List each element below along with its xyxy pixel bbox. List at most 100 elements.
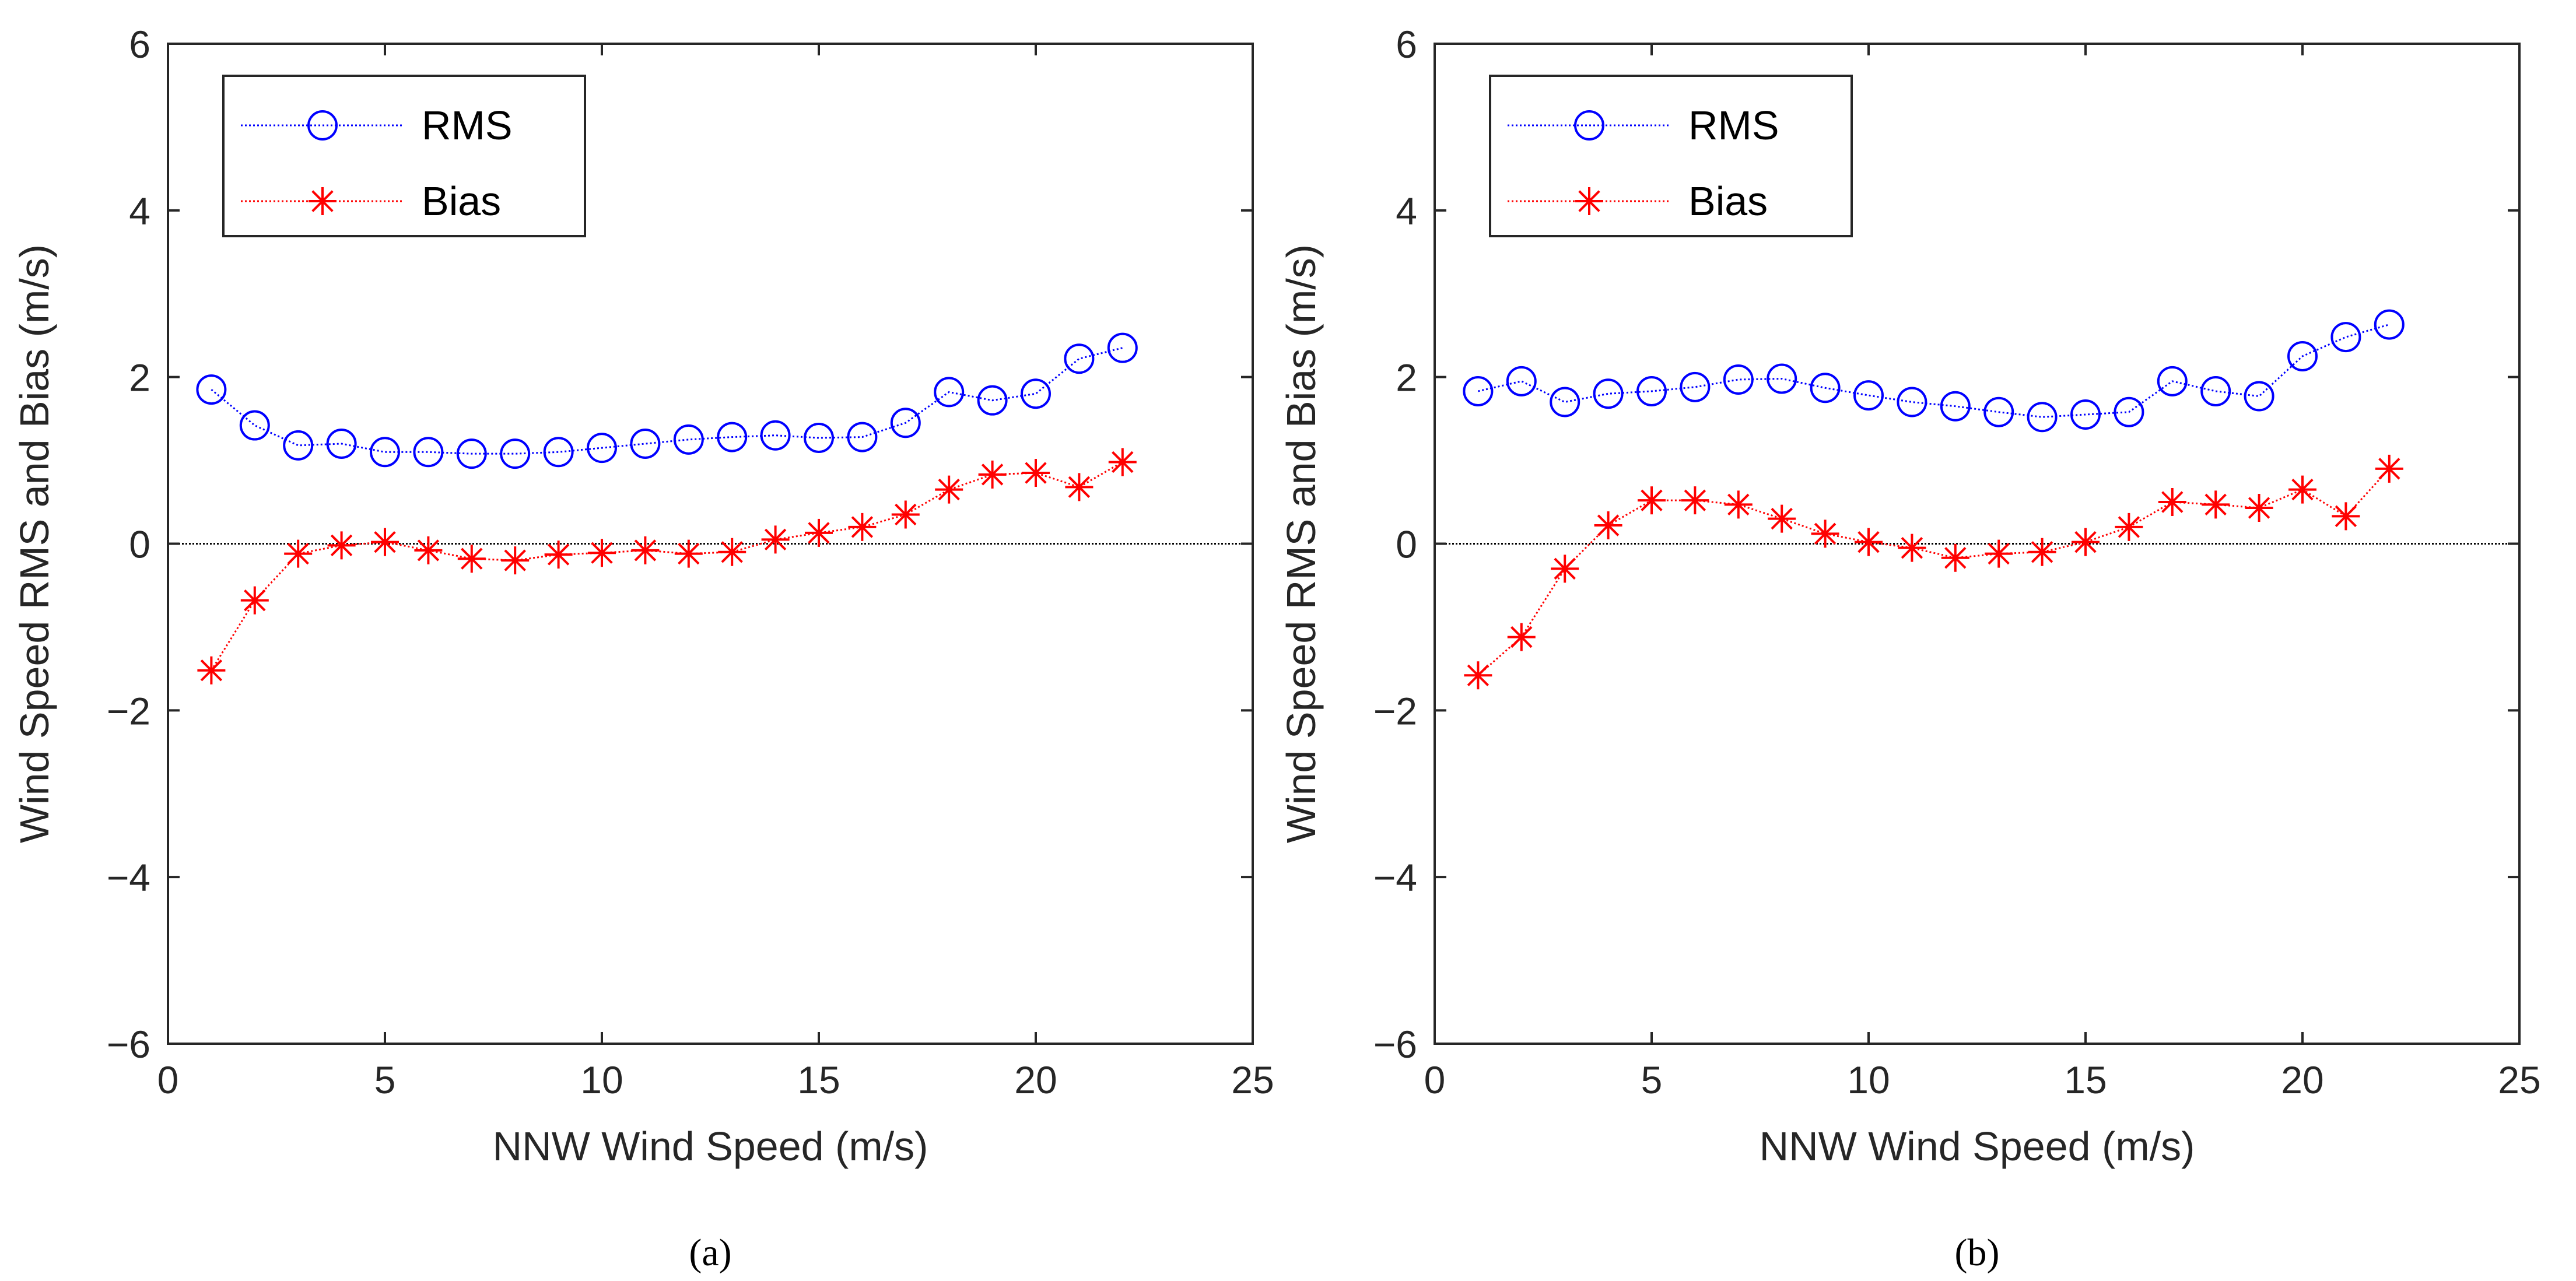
x-tick-label: 15	[2064, 1058, 2107, 1101]
rms-data-point	[673, 424, 704, 455]
rms-data-point	[2374, 309, 2405, 340]
rms-data-point	[239, 410, 270, 441]
bias-data-point	[2072, 528, 2100, 556]
rms-data-point	[2244, 381, 2274, 412]
bias-data-point	[1811, 520, 1839, 548]
bias-data-point	[1507, 623, 1536, 651]
rms-data-point	[1593, 378, 1624, 409]
plot-layer-b	[1463, 309, 2405, 690]
rms-data-point	[587, 433, 617, 464]
y-tick-label: −2	[1373, 689, 1417, 732]
y-tick-label: 0	[1396, 523, 1417, 566]
x-tick-label: 20	[2281, 1058, 2323, 1101]
legend-marker-bias	[309, 187, 337, 215]
rms-data-point	[2200, 375, 2231, 406]
rms-data-point	[934, 377, 965, 408]
rms-data-point	[1680, 371, 1711, 402]
y-tick-label: 2	[129, 356, 150, 399]
rms-data-point	[1064, 343, 1095, 374]
bias-data-point	[805, 518, 833, 547]
plot-layer-a	[196, 332, 1138, 685]
y-axis-label-b: Wind Speed RMS and Bias (m/s)	[1278, 244, 1324, 843]
legend-label-rms: RMS	[1688, 103, 1779, 148]
y-tick-label: 6	[129, 23, 150, 66]
rms-data-point	[1463, 375, 1494, 406]
y-tick-label: 4	[129, 189, 150, 233]
rms-data-point	[804, 422, 834, 453]
bias-data-point	[457, 545, 486, 573]
bias-data-point	[1065, 473, 1094, 501]
rms-data-point	[500, 438, 531, 469]
rms-data-point	[1810, 373, 1841, 403]
rms-data-point	[1853, 380, 1884, 411]
bias-data-point	[2158, 488, 2186, 517]
rms-data-point	[847, 422, 878, 452]
bias-data-point	[718, 538, 746, 566]
bias-data-point	[544, 541, 573, 569]
y-tick-label: −6	[1373, 1023, 1417, 1066]
bias-data-point	[1022, 459, 1050, 487]
rms-data-point	[1723, 364, 1754, 395]
rms-data-point	[196, 374, 227, 405]
rms-data-point	[1767, 363, 1797, 394]
bias-data-point	[1855, 528, 1883, 556]
bias-data-point	[848, 513, 877, 541]
bias-data-point	[2028, 538, 2056, 566]
x-tick-label: 10	[1847, 1058, 1890, 1101]
x-axis-label-b: NNW Wind Speed (m/s)	[1760, 1124, 2195, 1169]
bias-data-point	[1638, 486, 1666, 515]
chart-panel-b: 0 5 10 15 20 25 −6 −4 −2 0 2 4 6 RMS Bias NNW Wind Sp…	[1278, 23, 2541, 1274]
bias-data-point	[2288, 475, 2316, 504]
legend-marker-rms	[307, 110, 338, 141]
x-tick-label: 20	[1014, 1058, 1057, 1101]
rms-data-point	[977, 385, 1008, 416]
rms-series-line-b	[1478, 324, 2390, 418]
y-tick-label: −4	[1373, 856, 1417, 899]
rms-data-point	[456, 438, 487, 469]
bias-data-point	[240, 586, 269, 615]
bias-data-point	[1941, 543, 1969, 572]
legend-box-a	[222, 75, 586, 237]
bias-data-point	[1724, 490, 1753, 519]
rms-data-point	[630, 429, 661, 459]
chart-panel-a: 0 5 10 15 20 25 −6 −4 −2 0 2 4 6 RMS Bias NNW Wind Sp…	[12, 23, 1274, 1274]
legend-b: RMS Bias	[1489, 75, 1853, 237]
bias-data-point	[414, 536, 443, 564]
rms-data-point	[283, 430, 314, 461]
y-axis-label-a: Wind Speed RMS and Bias (m/s)	[12, 244, 57, 843]
bias-data-point	[674, 539, 703, 568]
bias-data-point	[1768, 504, 1796, 533]
y-tick-label: 2	[1396, 356, 1417, 399]
legend-marker-rms	[1574, 110, 1604, 141]
bias-series-line-b	[1477, 468, 2390, 676]
bias-data-point	[2202, 490, 2230, 519]
rms-data-point	[760, 420, 791, 451]
y-tick-label: 6	[1396, 23, 1417, 66]
rms-data-point	[2157, 366, 2188, 396]
rms-data-point	[717, 422, 748, 452]
panel-label-a: (a)	[689, 1231, 731, 1274]
rms-data-point	[890, 408, 921, 438]
bias-data-point	[327, 531, 356, 560]
legend-label-rms: RMS	[422, 103, 513, 148]
bias-data-point	[2332, 502, 2360, 531]
x-tick-label: 25	[1231, 1058, 1274, 1101]
rms-data-point	[2330, 322, 2361, 353]
x-axis-label-a: NNW Wind Speed (m/s)	[493, 1124, 928, 1169]
legend-box-b	[1489, 75, 1853, 237]
bias-data-point	[284, 539, 313, 568]
y-tick-label: −2	[107, 689, 150, 732]
bias-data-point	[1108, 448, 1137, 476]
rms-data-point	[413, 437, 444, 468]
rms-data-point	[2027, 402, 2058, 433]
x-tick-label: 0	[1424, 1058, 1446, 1101]
y-tick-label: 4	[1396, 189, 1417, 233]
rms-data-point	[1506, 366, 1537, 396]
bias-data-point	[1551, 554, 1579, 583]
rms-data-point	[2114, 396, 2144, 427]
bias-data-point	[371, 528, 399, 556]
x-tick-label: 25	[2498, 1058, 2540, 1101]
legend-label-bias: Bias	[422, 178, 501, 224]
rms-series-line-a	[211, 347, 1123, 455]
